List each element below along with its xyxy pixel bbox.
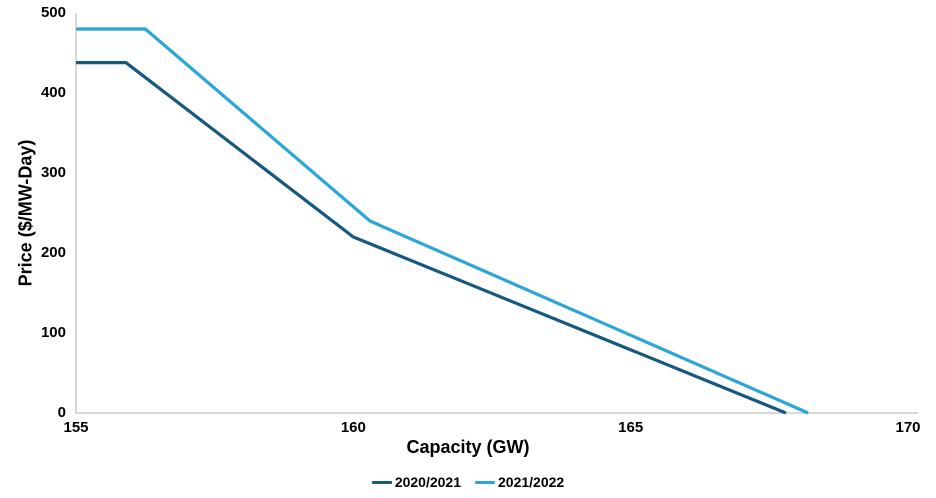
series-line-2021-2022 [76,27,809,415]
legend-item-2020-2021: 2020/2021 [371,474,461,490]
axis-lines [75,13,918,414]
x-tick-label-165: 165 [618,419,644,436]
y-tick-label-200: 200 [40,244,66,261]
x-tick-label-155: 155 [63,419,89,436]
legend-line-swatch-2020-2021 [371,480,392,484]
y-tick-label-100: 100 [40,324,66,341]
y-axis-title: Price ($/MW-Day) [15,139,36,287]
legend: 2020/2021 2021/2022 [0,474,936,490]
y-tick-label-0: 0 [57,404,66,421]
series-line-2020-2021 [76,60,787,415]
x-axis-title: Capacity (GW) [406,437,530,457]
legend-item-2021-2022: 2021/2022 [475,474,564,490]
legend-line-swatch-2021-2022 [475,480,495,484]
legend-label-2020-2021: 2020/2021 [394,474,461,490]
x-tick-label-170: 170 [895,419,921,436]
y-tick-label-400: 400 [40,84,66,101]
y-tick-label-500: 500 [40,4,66,21]
x-tick-label-160: 160 [340,419,366,436]
legend-label-2021-2022: 2021/2022 [498,474,565,490]
y-tick-label-300: 300 [40,164,66,181]
